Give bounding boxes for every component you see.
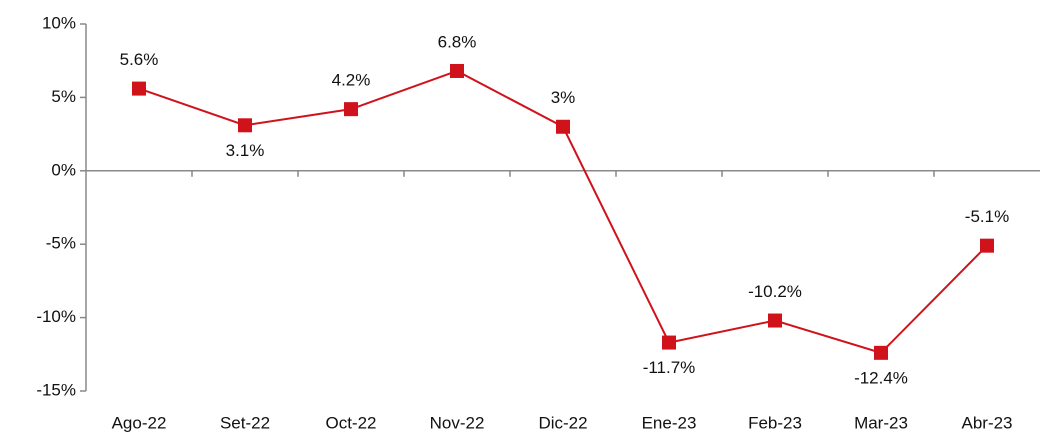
data-label: 5.6% xyxy=(120,50,159,69)
data-label: -11.7% xyxy=(643,358,696,377)
data-label: 3.1% xyxy=(226,141,265,160)
y-tick-label: -15% xyxy=(36,380,76,399)
y-tick-label: 10% xyxy=(42,13,76,32)
data-label: -5.1% xyxy=(965,207,1009,226)
marker xyxy=(132,81,146,96)
y-tick-label: 5% xyxy=(51,87,76,106)
marker xyxy=(662,335,676,350)
data-label: 6.8% xyxy=(438,32,477,51)
marker xyxy=(344,102,358,117)
data-label: 4.2% xyxy=(332,71,371,90)
x-tick-label: Set-22 xyxy=(220,413,270,432)
y-tick-label: -5% xyxy=(46,234,76,253)
line xyxy=(138,69,988,354)
x-tick-label: Ago-22 xyxy=(112,413,167,432)
marker xyxy=(556,119,570,134)
marker xyxy=(450,63,464,78)
marker xyxy=(768,313,782,328)
data-label: -10.2% xyxy=(748,282,802,301)
x-tick-label: Nov-22 xyxy=(430,413,485,432)
y-tick-label: -10% xyxy=(36,307,76,326)
marker xyxy=(980,238,994,253)
x-tick-label: Dic-22 xyxy=(538,413,587,432)
x-tick-label: Ene-23 xyxy=(642,413,697,432)
data-label: 3% xyxy=(551,88,576,107)
x-tick-label: Mar-23 xyxy=(854,413,908,432)
x-tick-label: Abr-23 xyxy=(961,413,1012,432)
marker xyxy=(238,118,252,133)
x-tick-label: Oct-22 xyxy=(325,413,376,432)
x-tick-label: Feb-23 xyxy=(748,413,802,432)
data-label: -12.4% xyxy=(854,368,908,387)
marker xyxy=(874,345,888,360)
y-tick-label: 0% xyxy=(51,160,76,179)
